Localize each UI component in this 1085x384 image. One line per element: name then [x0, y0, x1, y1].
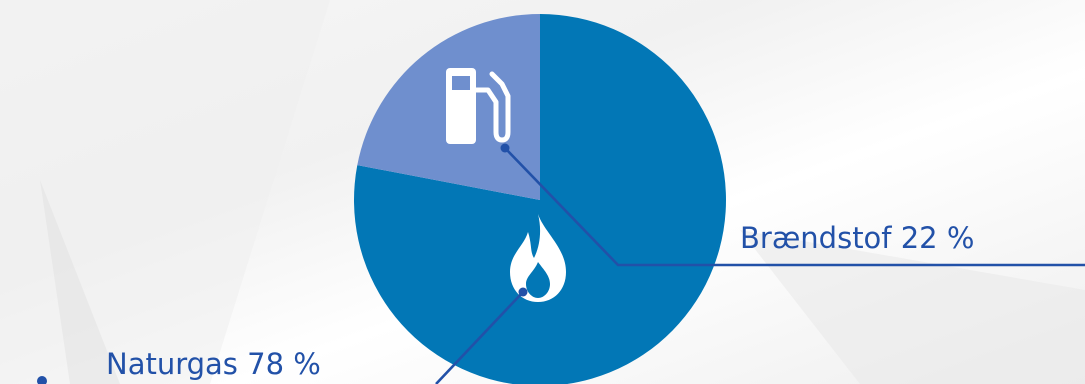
- leader-line-naturgas: [435, 291, 524, 384]
- leader-dot-naturgas-end: [37, 376, 47, 384]
- label-naturgas: Naturgas 78 %: [106, 347, 321, 381]
- flame-icon: [510, 214, 566, 302]
- label-brandstof: Brændstof 22 %: [740, 221, 974, 255]
- leader-dot-brandstof: [500, 143, 510, 153]
- brandstof-callout: Brændstof 22 %: [500, 143, 1085, 267]
- pie-slice-naturgas: [354, 14, 726, 384]
- leader-line-brandstof: [504, 147, 1085, 267]
- pie-slices: [354, 14, 726, 384]
- naturgas-callout: Naturgas 78 %: [37, 287, 528, 384]
- fuel-pump-icon: [446, 68, 511, 144]
- leader-dot-naturgas: [518, 287, 528, 297]
